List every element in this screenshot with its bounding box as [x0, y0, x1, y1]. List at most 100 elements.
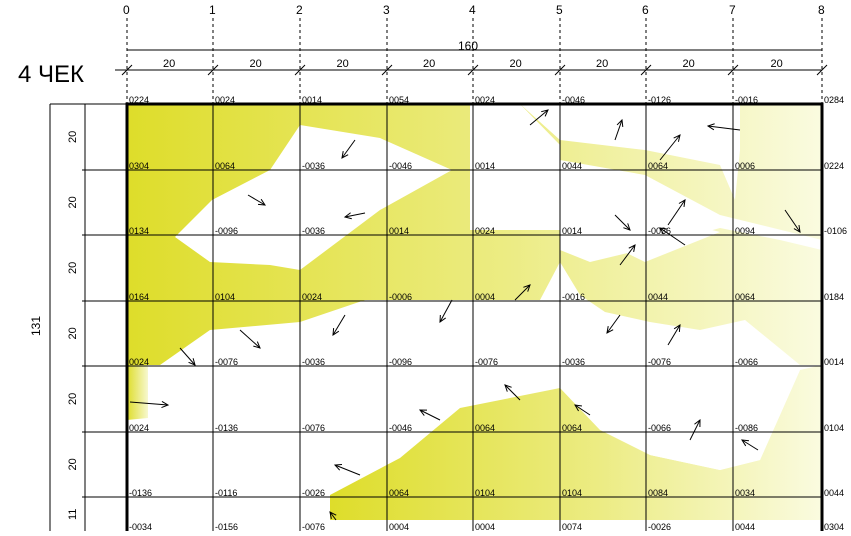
slope-arrow — [332, 314, 346, 336]
col-axis-label: 8 — [818, 3, 825, 17]
node-value: -0046 — [389, 423, 412, 433]
slope-arrow — [659, 134, 681, 161]
slope-arrow-head — [523, 284, 531, 292]
node-value: 0014 — [302, 95, 322, 105]
node-value: 0044 — [735, 522, 755, 531]
slope-arrow-head — [673, 324, 681, 333]
node-value: -0066 — [648, 423, 671, 433]
node-value: 0074 — [562, 522, 582, 531]
slope-arrow — [614, 119, 623, 141]
slope-arrow — [574, 404, 591, 416]
slope-arrow — [239, 329, 261, 349]
node-values: 0224 0024 0014 0054 0024 -0046 -0126 -0016 0284 0… — [129, 95, 847, 532]
col-span-label: 20 — [596, 58, 608, 70]
node-value: 0104 — [562, 488, 582, 498]
node-value: -0034 — [129, 522, 152, 531]
axis-annotations: 0 1 2 3 4 5 6 7 8 20 20 20 20 20 20 20 20 20 20 20 20 20 20 11 — [49, 3, 828, 531]
grid — [82, 102, 824, 536]
node-value: 0044 — [824, 488, 844, 498]
node-value: -0086 — [735, 423, 758, 433]
col-span-label: 20 — [163, 58, 175, 70]
slope-arrow — [329, 511, 337, 521]
dim-tick — [640, 64, 652, 76]
slope-arrow — [344, 212, 366, 218]
slope-arrow-head — [606, 326, 614, 334]
col-axis-label: 5 — [556, 3, 563, 17]
slope-arrow — [247, 194, 266, 206]
slope-arrow-head — [741, 439, 750, 447]
slope-arrow-head — [341, 151, 349, 159]
node-value: 0044 — [648, 292, 668, 302]
node-value: -0036 — [648, 226, 671, 236]
node-value: 0064 — [735, 292, 755, 302]
node-value: -0076 — [302, 522, 325, 531]
node-value: 0024 — [302, 292, 322, 302]
slope-arrow-head — [343, 212, 352, 220]
node-value: 0024 — [215, 95, 235, 105]
slope-arrow-head — [504, 384, 512, 392]
node-value: -0136 — [215, 423, 238, 433]
row-span-label: 20 — [67, 458, 79, 470]
node-value: 0284 — [824, 95, 844, 105]
slope-arrow — [606, 314, 621, 334]
slope-arrow — [179, 347, 196, 366]
node-value: -0136 — [129, 488, 152, 498]
node-value: -0036 — [302, 161, 325, 171]
slope-arrow-head — [678, 199, 686, 207]
cut-zone-top-right — [520, 104, 740, 200]
slope-arrow-head — [439, 314, 446, 324]
node-value: -0126 — [648, 95, 671, 105]
col-axis-label: 4 — [469, 3, 476, 17]
node-value: -0026 — [302, 488, 325, 498]
col-axis-label: 1 — [209, 3, 216, 17]
col-axis-label: 3 — [383, 3, 390, 17]
row-span-label: 20 — [67, 393, 79, 405]
node-value: -0156 — [215, 522, 238, 531]
slope-arrow-head — [257, 198, 266, 206]
node-value: 0064 — [648, 161, 668, 171]
node-value: 0064 — [562, 423, 582, 433]
node-value: 0104 — [824, 423, 844, 433]
slope-arrow-head — [659, 227, 667, 235]
slope-arrow-head — [333, 464, 343, 471]
node-value: 0014 — [389, 226, 409, 236]
slope-arrow — [689, 419, 701, 441]
row-span-label: 20 — [67, 131, 79, 143]
node-value: -0076 — [302, 423, 325, 433]
col-span-label: 20 — [337, 58, 349, 70]
node-value: -0066 — [735, 357, 758, 367]
slope-arrows — [129, 109, 801, 521]
slope-arrow — [784, 209, 801, 233]
cut-zone-bottom-right — [650, 370, 800, 470]
node-value: 0064 — [389, 488, 409, 498]
fill-zone-bottom — [330, 365, 822, 520]
slope-arrow — [529, 109, 549, 126]
dim-tick — [467, 64, 479, 76]
slope-arrow — [659, 227, 686, 246]
col-span-label: 20 — [683, 58, 695, 70]
col-span-label: 20 — [423, 58, 435, 70]
node-value: 0024 — [475, 95, 495, 105]
node-value: 0044 — [562, 161, 582, 171]
cut-zone-diamond — [590, 213, 720, 262]
slope-arrow-head — [253, 341, 261, 349]
slope-arrow-head — [623, 223, 631, 231]
node-value: 0104 — [215, 292, 235, 302]
dim-tick — [554, 64, 566, 76]
node-value: -0096 — [215, 226, 238, 236]
title: 4 ЧЕК — [18, 61, 84, 88]
node-value: 0224 — [129, 95, 149, 105]
total-width-label: 160 — [458, 39, 478, 53]
col-span-label: 20 — [250, 58, 262, 70]
node-value: -0076 — [475, 357, 498, 367]
node-value: -0016 — [562, 292, 585, 302]
node-value: 0024 — [129, 423, 149, 433]
slope-arrow — [707, 125, 741, 131]
slope-arrow — [667, 199, 686, 226]
slope-arrow — [741, 439, 759, 451]
row-span-label: 20 — [67, 327, 79, 339]
node-value: 0184 — [824, 292, 844, 302]
node-value: 0004 — [475, 522, 495, 531]
fill-zone-left-strip — [127, 365, 148, 420]
